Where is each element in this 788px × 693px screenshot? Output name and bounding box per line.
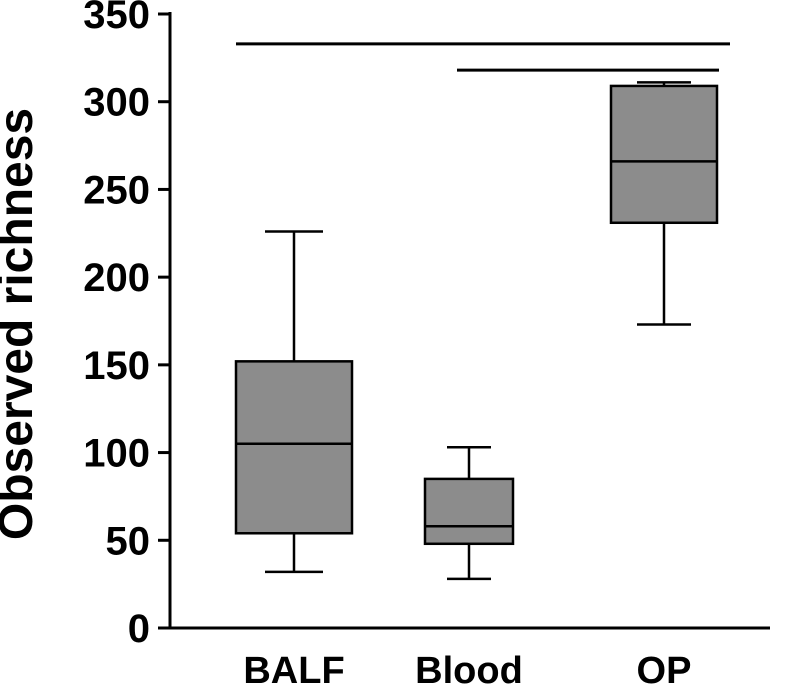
y-tick-label-250: 250 [83, 168, 150, 212]
category-label-balf: BALF [243, 650, 344, 692]
y-tick-label-300: 300 [83, 81, 150, 125]
box-op [609, 84, 719, 225]
category-label-blood: Blood [415, 650, 523, 692]
y-tick-label-350: 350 [83, 0, 150, 37]
category-label-op: OP [637, 650, 692, 692]
box-balf [234, 360, 354, 535]
y-tick-label-50: 50 [106, 519, 151, 563]
y-tick-label-200: 200 [83, 256, 150, 300]
box-blood [423, 477, 515, 546]
y-tick-label-100: 100 [83, 432, 150, 476]
y-tick-label-150: 150 [83, 344, 150, 388]
y-tick-label-0: 0 [128, 607, 150, 651]
y-axis-label: Observed richness [0, 108, 43, 540]
